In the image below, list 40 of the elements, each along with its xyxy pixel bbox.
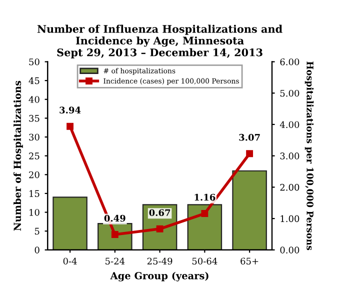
point xyxy=(156,225,164,232)
y2-tick-label: 4.00 xyxy=(280,121,300,128)
data-label: 0.49 xyxy=(104,214,126,222)
point xyxy=(66,122,74,130)
bar xyxy=(232,170,267,250)
y2-tick-label: 0.00 xyxy=(280,246,300,254)
chart-title: Number of Influenza Hospitalizations and Incidence by Age, Minnesota Sept 29, 2013 – December 14, 2013 xyxy=(37,24,282,58)
data-label: 1.16 xyxy=(194,194,216,201)
data-label: 3.94 xyxy=(60,106,81,114)
point xyxy=(111,231,118,238)
y-tick-label: 10 xyxy=(30,209,40,216)
y-tick-label: 50 xyxy=(29,58,40,66)
y2-tick-label: 6.00 xyxy=(280,58,300,66)
y2-tick-label: 5.00 xyxy=(280,90,300,97)
x-tick-label: 65+ xyxy=(240,258,258,265)
y2-axis-title: Hospitalizations per 100,000 Persons xyxy=(304,62,314,250)
y2-tick-label: 2.00 xyxy=(280,184,300,191)
y2-tick-label: 3.00 xyxy=(280,152,300,160)
x-axis-title: Age Group (years) xyxy=(110,272,208,282)
x-tick-label: 25-49 xyxy=(147,258,172,265)
data-label: 0.67 xyxy=(149,209,170,216)
y-tick-label: 45 xyxy=(28,77,40,84)
y-tick-label: 40 xyxy=(28,96,40,103)
bar xyxy=(52,196,88,250)
y2-tick-label: 1.00 xyxy=(280,215,300,222)
y-tick-label: 35 xyxy=(29,114,40,122)
point xyxy=(201,210,208,217)
y-tick-label: 0 xyxy=(34,246,40,254)
x-tick-label: 5-24 xyxy=(106,258,125,265)
y-axis-title: Number of Hospitalizations xyxy=(14,80,23,231)
bar xyxy=(187,204,222,250)
x-tick-label: 50-64 xyxy=(192,258,218,265)
point xyxy=(246,150,254,158)
y-tick-label: 20 xyxy=(29,171,40,178)
y-tick-label: 15 xyxy=(30,190,40,198)
x-tick-label: 0-4 xyxy=(63,258,77,265)
y-tick-label: 5 xyxy=(34,228,40,235)
y-tick-label: 25 xyxy=(29,152,40,160)
data-label: 3.07 xyxy=(239,134,260,141)
y-tick-label: 30 xyxy=(29,134,40,141)
